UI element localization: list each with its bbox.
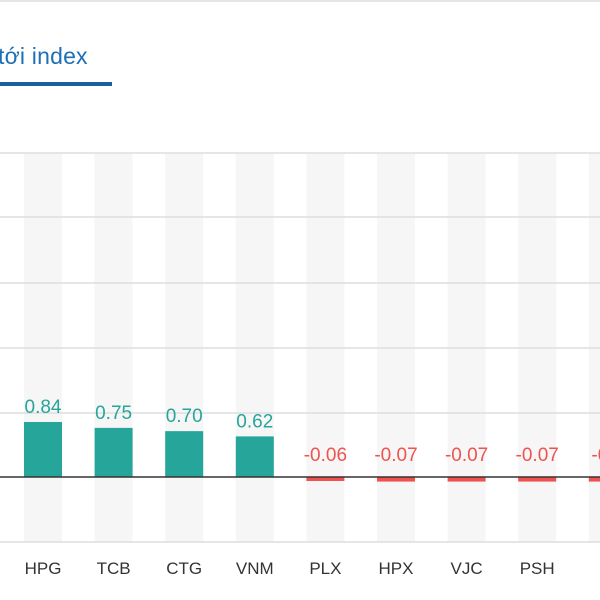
bar-psh[interactable] (518, 477, 557, 482)
x-tick-label: VNM (236, 559, 274, 578)
data-label: 0.75 (95, 403, 132, 424)
bar-vjc[interactable] (447, 477, 486, 482)
bar-ctg[interactable] (165, 431, 204, 477)
data-label: -0.07 (516, 445, 559, 466)
x-tick-label: PLX (309, 559, 341, 578)
tab-index-impact[interactable]: tới index (0, 40, 112, 90)
x-tick-label: TCB (97, 559, 131, 578)
data-label: -0.07 (445, 445, 488, 466)
bar-l[interactable] (588, 477, 600, 482)
bar-plx[interactable] (306, 477, 345, 481)
bars (24, 421, 600, 482)
x-tick-label: HPG (25, 559, 62, 578)
x-tick-label: CTG (166, 559, 202, 578)
top-divider (0, 0, 600, 2)
bar-vnm[interactable] (235, 436, 274, 477)
tab-label: tới index (0, 43, 88, 69)
x-tick-labels: HPGTCBCTGVNMPLXHPXVJCPSHL (25, 559, 555, 578)
data-label: -0.07 (374, 445, 417, 466)
x-tick-label: VJC (451, 559, 483, 578)
x-tick-label: HPX (379, 559, 414, 578)
data-label: 0.70 (166, 406, 203, 427)
bar-tcb[interactable] (94, 427, 133, 477)
bar-hpg[interactable] (24, 421, 62, 477)
data-labels: 0.84 0.75 0.70 0.62 -0.06 -0.07 -0.07 -0.07 -0.0 (25, 397, 600, 466)
data-label: 0.84 (25, 397, 62, 418)
bar-hpx[interactable] (377, 477, 415, 482)
data-label: -0.0 (591, 445, 600, 466)
x-tick-label: PSH (520, 559, 555, 578)
gridlines (0, 152, 600, 543)
data-label: -0.06 (304, 445, 347, 466)
tab-active-underline (0, 82, 112, 86)
data-label: 0.62 (236, 411, 273, 432)
